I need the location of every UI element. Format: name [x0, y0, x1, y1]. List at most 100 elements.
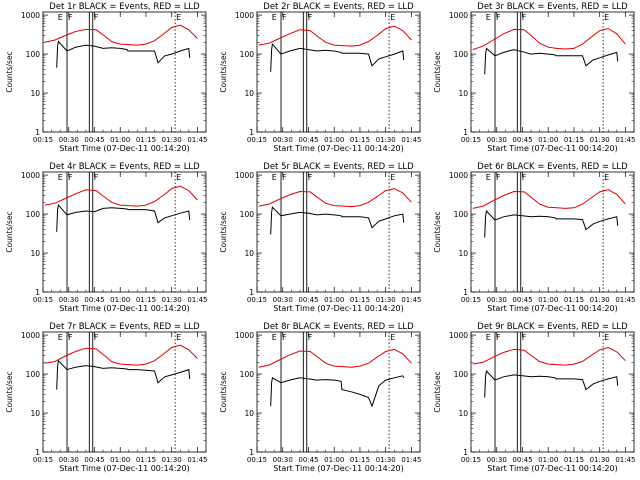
plot-frame — [256, 171, 421, 293]
y-tick-label: 10 — [30, 249, 40, 258]
x-tick-label: 01:00 — [538, 296, 558, 304]
y-tick-label: 100 — [26, 370, 41, 379]
x-tick-label: 01:30 — [376, 296, 396, 304]
panel-title: Det 1r BLACK = Events, RED = LLD — [49, 2, 200, 12]
flag-label: F — [282, 13, 287, 22]
flag-label: F — [496, 333, 501, 342]
x-axis-label: Start Time (07-Dec-11 00:14:20) — [59, 304, 190, 313]
lld-series-line — [258, 348, 412, 368]
y-tick-label: 1 — [463, 448, 468, 457]
plot-frame — [42, 171, 207, 293]
y-tick-label: 100 — [454, 210, 469, 219]
events-series-line — [56, 203, 191, 232]
events-series-line — [270, 206, 405, 235]
flag-label: E — [486, 173, 491, 182]
x-tick-label: 00:45 — [84, 456, 104, 464]
x-axis-label: Start Time (07-Dec-11 00:14:20) — [273, 464, 404, 473]
lld-series-line — [44, 24, 198, 46]
x-tick-label: 01:00 — [110, 456, 130, 464]
flag-label: F — [68, 333, 73, 342]
panel-det-9: Det 9r BLACK = Events, RED = LLD Counts/s… — [433, 322, 636, 473]
x-axis-label: Start Time (07-Dec-11 00:14:20) — [487, 464, 618, 473]
panel-title: Det 3r BLACK = Events, RED = LLD — [477, 2, 628, 12]
flag-label: F — [522, 173, 527, 182]
events-series-line — [270, 375, 405, 408]
flag-label: F — [496, 13, 501, 22]
x-tick-label: 01:45 — [401, 296, 421, 304]
x-tick-label: 01:15 — [564, 296, 584, 304]
x-axis-label: Start Time (07-Dec-11 00:14:20) — [487, 304, 618, 313]
panel-det-8: Det 8r BLACK = Events, RED = LLD Counts/s… — [219, 322, 422, 473]
flag-label: F — [282, 173, 287, 182]
x-tick-label: 00:45 — [512, 136, 532, 144]
y-tick-label: 1 — [249, 128, 254, 137]
flag-label: F — [308, 173, 313, 182]
x-tick-label: 01:30 — [590, 296, 610, 304]
x-tick-label: 01:30 — [376, 136, 396, 144]
y-axis-label: Counts/sec — [433, 211, 442, 252]
y-tick-label: 1000 — [449, 171, 468, 180]
y-tick-label: 100 — [240, 370, 255, 379]
flag-label: E — [58, 173, 63, 182]
x-tick-label: 00:30 — [59, 456, 79, 464]
flag-label: E — [272, 13, 277, 22]
flag-label: F — [94, 13, 99, 22]
y-tick-label: 10 — [244, 89, 254, 98]
lld-series-line — [258, 188, 412, 208]
plot-frame — [42, 11, 207, 133]
y-tick-label: 10 — [458, 249, 468, 258]
flag-label: F — [68, 173, 73, 182]
x-tick-label: 01:15 — [136, 136, 156, 144]
x-tick-label: 00:30 — [273, 296, 293, 304]
panel-det-5: Det 5r BLACK = Events, RED = LLD Counts/s… — [219, 162, 422, 313]
x-tick-label: 01:15 — [136, 296, 156, 304]
plot-frame — [470, 171, 635, 293]
x-tick-label: 01:15 — [350, 296, 370, 304]
plot-frame — [256, 331, 421, 453]
x-tick-label: 00:45 — [512, 296, 532, 304]
y-tick-label: 10 — [458, 89, 468, 98]
y-axis-label: Counts/sec — [219, 51, 228, 92]
y-tick-label: 1 — [463, 288, 468, 297]
y-tick-label: 100 — [240, 50, 255, 59]
lld-series-line — [44, 185, 198, 207]
lld-series-line — [472, 189, 626, 209]
panel-title: Det 2r BLACK = Events, RED = LLD — [263, 2, 414, 12]
y-tick-label: 10 — [244, 249, 254, 258]
x-tick-label: 01:45 — [401, 136, 421, 144]
flag-label: E — [58, 13, 63, 22]
flag-label: F — [282, 333, 287, 342]
x-tick-label: 01:30 — [162, 296, 182, 304]
events-series-line — [56, 40, 191, 68]
flag-label: E — [604, 333, 609, 342]
panel-det-3: Det 3r BLACK = Events, RED = LLD Counts/s… — [433, 2, 636, 153]
y-tick-label: 1 — [35, 128, 40, 137]
x-tick-label: 01:45 — [187, 136, 207, 144]
x-tick-label: 01:15 — [564, 456, 584, 464]
panel-det-4: Det 4r BLACK = Events, RED = LLD Counts/s… — [5, 162, 208, 313]
panel-det-2: Det 2r BLACK = Events, RED = LLD Counts/s… — [219, 2, 422, 153]
flag-label: F — [68, 13, 73, 22]
x-tick-label: 00:45 — [298, 456, 318, 464]
x-tick-label: 01:00 — [324, 296, 344, 304]
y-tick-label: 1000 — [21, 171, 40, 180]
flag-label: E — [176, 13, 181, 22]
x-tick-label: 01:15 — [350, 136, 370, 144]
y-tick-label: 10 — [30, 89, 40, 98]
panel-title: Det 4r BLACK = Events, RED = LLD — [49, 162, 200, 172]
flag-label: F — [94, 173, 99, 182]
x-axis-label: Start Time (07-Dec-11 00:14:20) — [59, 144, 190, 153]
flag-label: E — [272, 173, 277, 182]
x-tick-label: 01:15 — [350, 456, 370, 464]
x-tick-label: 00:15 — [247, 136, 267, 144]
x-tick-label: 00:15 — [247, 456, 267, 464]
x-tick-label: 01:00 — [538, 136, 558, 144]
x-tick-label: 00:30 — [487, 456, 507, 464]
y-axis-label: Counts/sec — [5, 371, 14, 412]
y-axis-label: Counts/sec — [433, 51, 442, 92]
x-tick-label: 00:30 — [487, 136, 507, 144]
y-tick-label: 1000 — [449, 11, 468, 20]
y-tick-label: 1000 — [21, 331, 40, 340]
x-tick-label: 00:15 — [461, 456, 481, 464]
